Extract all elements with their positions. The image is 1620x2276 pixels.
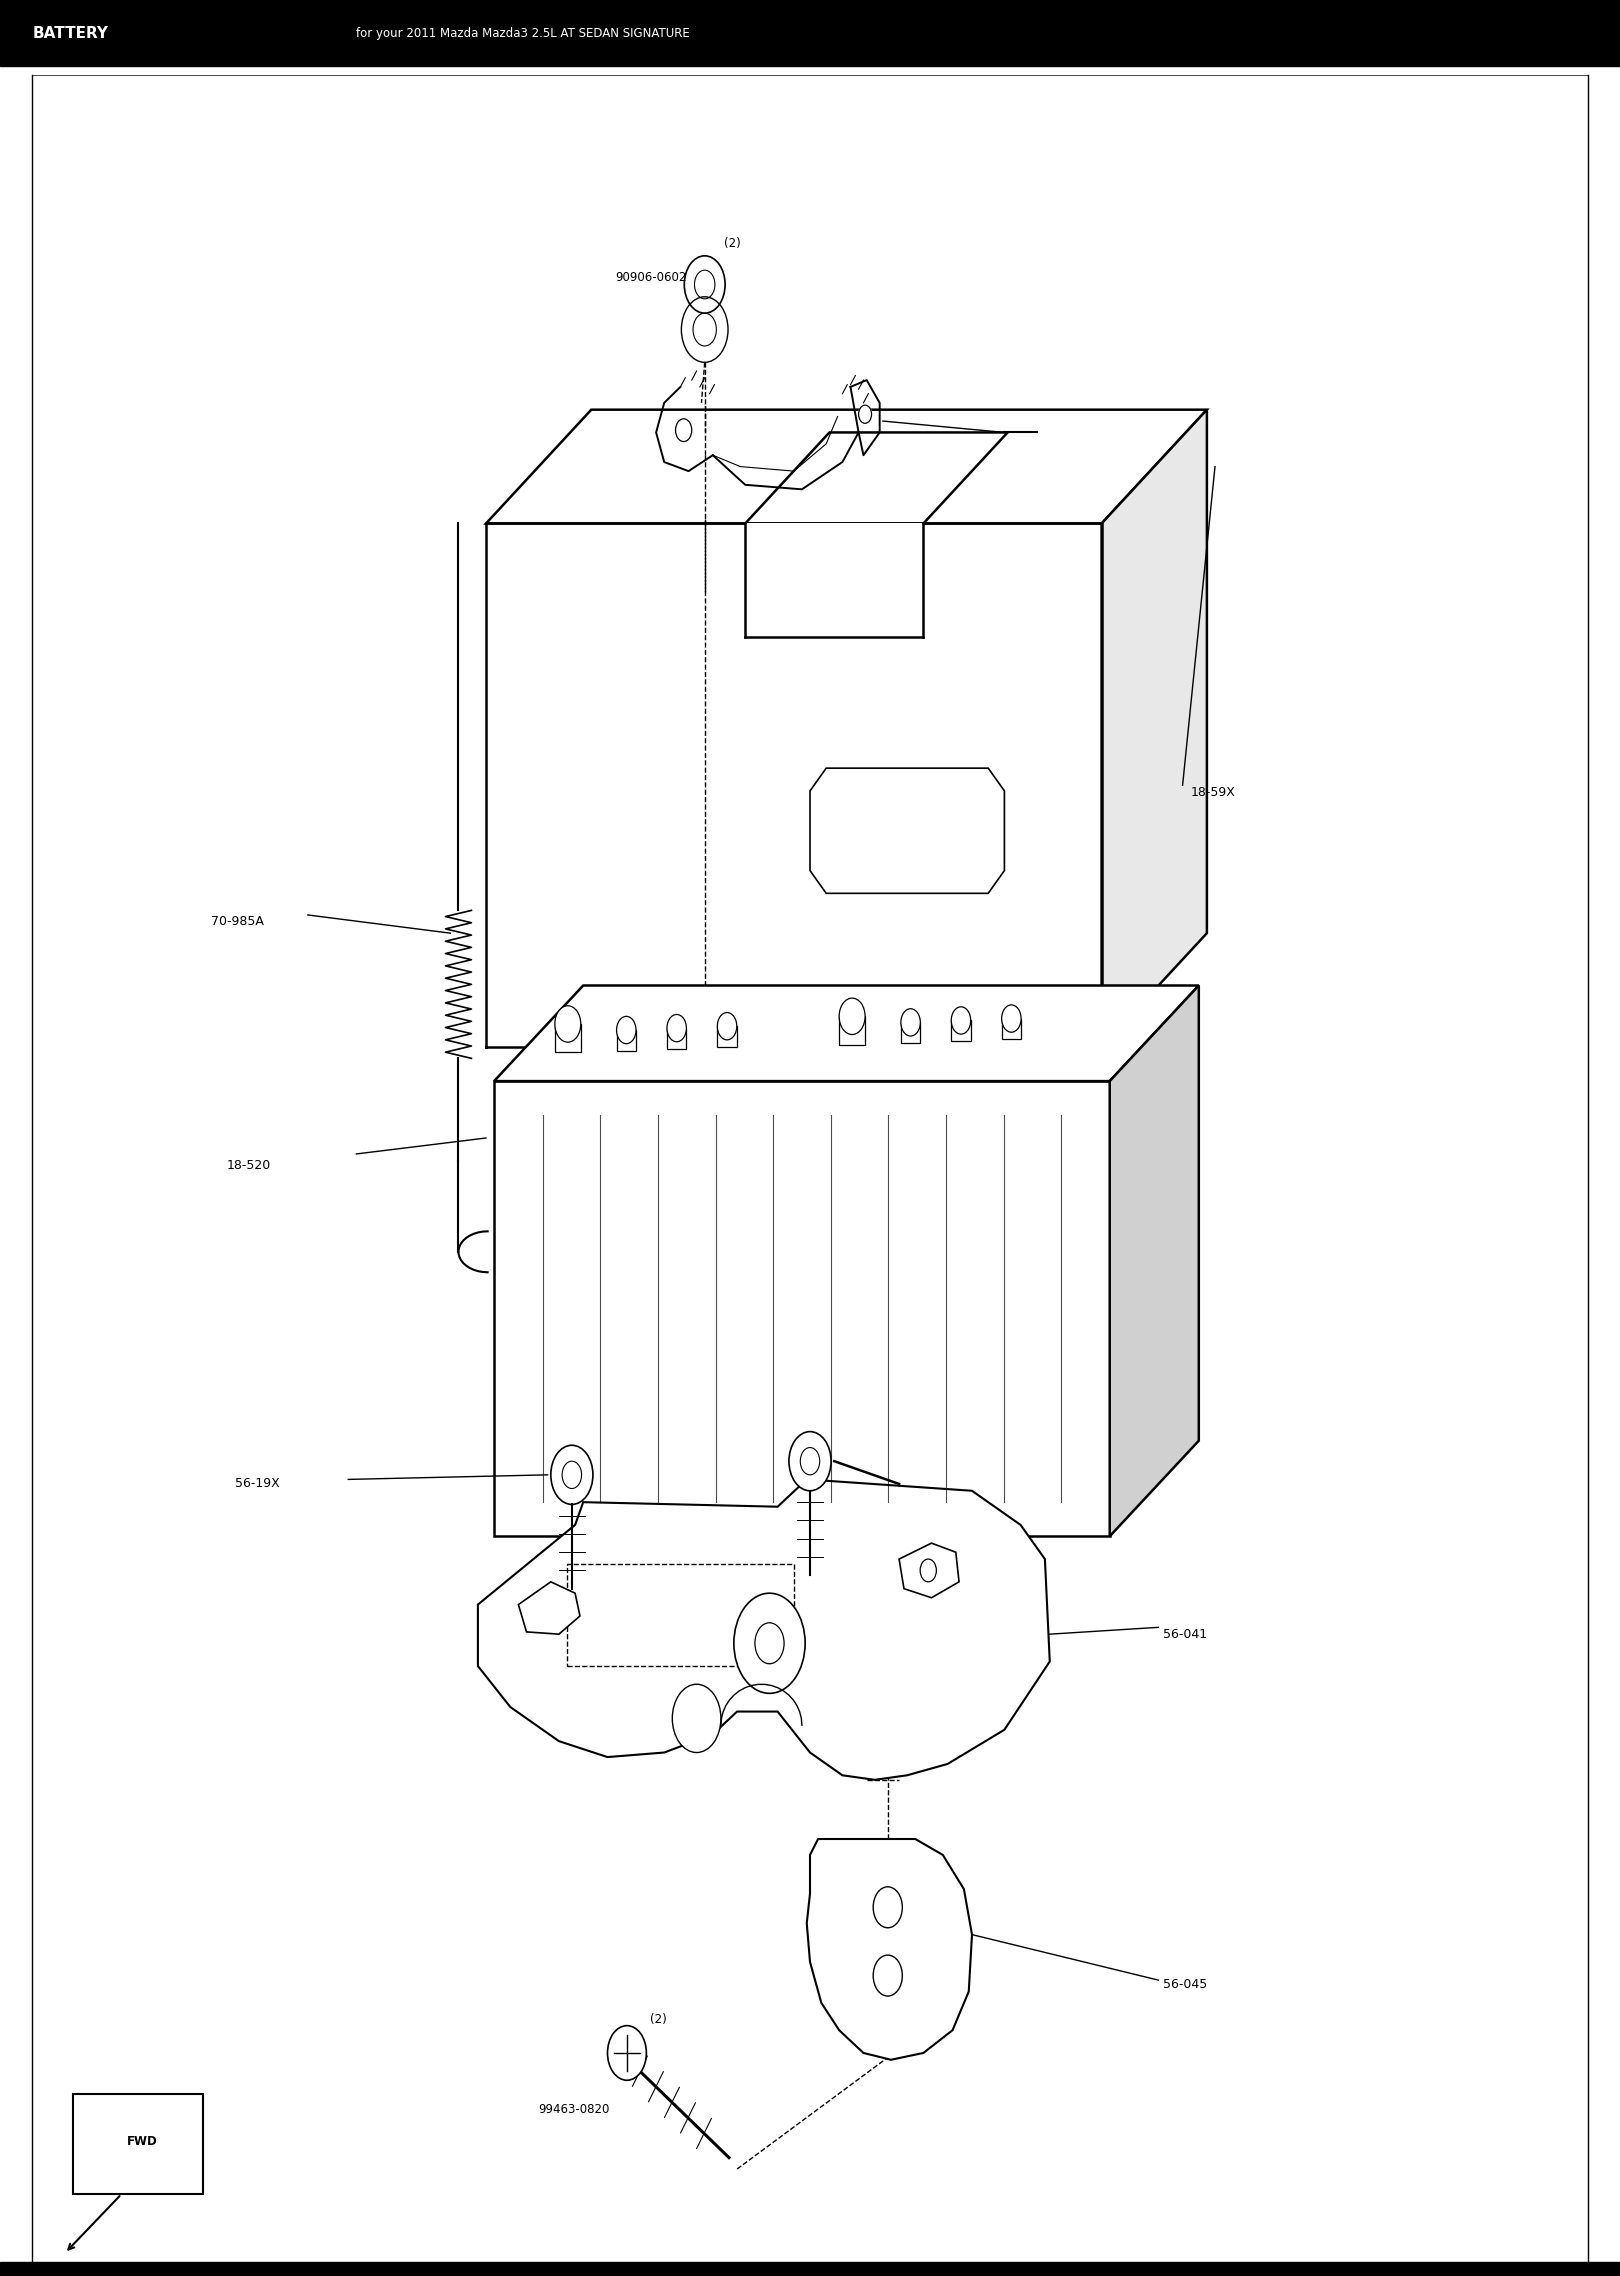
Bar xyxy=(554,1024,580,1052)
Text: BATTERY: BATTERY xyxy=(32,25,109,41)
Text: 56-030: 56-030 xyxy=(1045,426,1089,439)
Circle shape xyxy=(608,2026,646,2080)
Polygon shape xyxy=(899,1543,959,1598)
Text: 90906-0602: 90906-0602 xyxy=(616,271,687,284)
Bar xyxy=(667,1029,687,1049)
Polygon shape xyxy=(807,1839,972,2060)
Text: 70-985A: 70-985A xyxy=(211,915,264,929)
Circle shape xyxy=(873,1887,902,1928)
Circle shape xyxy=(676,419,692,442)
Bar xyxy=(951,1020,970,1040)
Circle shape xyxy=(684,255,726,314)
Polygon shape xyxy=(1102,410,1207,1047)
Polygon shape xyxy=(486,410,1207,523)
Text: FWD: FWD xyxy=(128,2135,157,2149)
Bar xyxy=(1001,1020,1021,1040)
Polygon shape xyxy=(494,986,1199,1081)
Text: 18-520: 18-520 xyxy=(227,1158,271,1172)
Polygon shape xyxy=(1110,986,1199,1536)
Bar xyxy=(73,2094,202,2194)
Text: 56-041: 56-041 xyxy=(1163,1627,1207,1641)
Text: 18-59X: 18-59X xyxy=(1191,785,1236,799)
Circle shape xyxy=(951,1006,970,1033)
Circle shape xyxy=(718,1013,737,1040)
Circle shape xyxy=(789,1432,831,1491)
Bar xyxy=(494,1081,1110,1536)
Circle shape xyxy=(839,999,865,1036)
Bar xyxy=(617,1031,637,1052)
Bar xyxy=(567,1564,794,1666)
Circle shape xyxy=(617,1017,637,1045)
Circle shape xyxy=(682,296,727,362)
Text: for your 2011 Mazda Mazda3 2.5L AT SEDAN SIGNATURE: for your 2011 Mazda Mazda3 2.5L AT SEDAN… xyxy=(356,27,690,39)
Text: 56-19X: 56-19X xyxy=(904,1484,949,1498)
Circle shape xyxy=(901,1008,920,1036)
Text: (2): (2) xyxy=(650,2012,666,2026)
Text: (2): (2) xyxy=(724,237,740,250)
Bar xyxy=(718,1026,737,1047)
Circle shape xyxy=(672,1684,721,1753)
Polygon shape xyxy=(810,769,1004,892)
Circle shape xyxy=(554,1006,580,1042)
Circle shape xyxy=(1001,1006,1021,1033)
Polygon shape xyxy=(478,1479,1050,1780)
Bar xyxy=(0,0,1620,66)
Text: 56-19X: 56-19X xyxy=(235,1477,280,1491)
Text: 56-045: 56-045 xyxy=(1163,1978,1207,1992)
Bar xyxy=(839,1017,865,1045)
Text: 99463-0820: 99463-0820 xyxy=(538,2103,609,2117)
Circle shape xyxy=(873,1955,902,1996)
Circle shape xyxy=(551,1445,593,1504)
Circle shape xyxy=(667,1015,687,1042)
Bar xyxy=(0,2262,1620,2276)
Circle shape xyxy=(734,1593,805,1693)
Circle shape xyxy=(859,405,872,423)
Bar xyxy=(901,1022,920,1042)
Bar xyxy=(745,523,923,637)
Polygon shape xyxy=(518,1582,580,1634)
